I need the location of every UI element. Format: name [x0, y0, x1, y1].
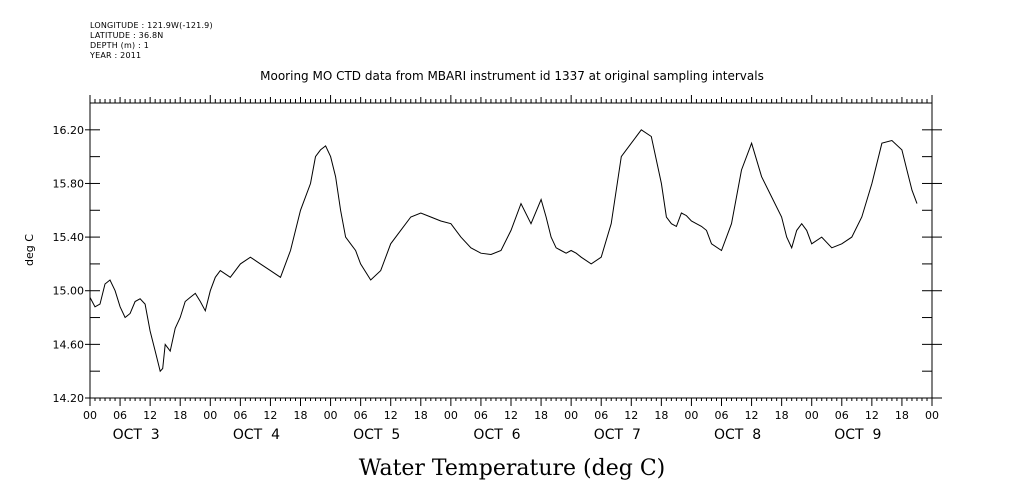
y-tick-label: 16.20: [53, 124, 85, 137]
x-tick-label: 00: [684, 409, 698, 422]
x-tick-label: 00: [83, 409, 97, 422]
y-tick-label: 15.40: [53, 231, 85, 244]
x-day-label: OCT 8: [714, 427, 761, 443]
x-tick-label: 00: [564, 409, 578, 422]
x-tick-label: 00: [444, 409, 458, 422]
x-tick-label: 06: [715, 409, 729, 422]
x-tick-label: 18: [173, 409, 187, 422]
y-tick-label: 15.00: [53, 285, 85, 298]
y-tick-label: 14.20: [53, 392, 85, 405]
x-tick-label: 18: [534, 409, 548, 422]
x-day-label: OCT 4: [233, 427, 280, 443]
x-day-label: OCT 5: [353, 427, 400, 443]
x-day-label: OCT 3: [113, 427, 160, 443]
axes: [89, 102, 933, 399]
x-tick-label: 00: [324, 409, 338, 422]
x-tick-label: 12: [624, 409, 638, 422]
x-tick-label: 12: [745, 409, 759, 422]
y-tick-label: 14.60: [53, 338, 85, 351]
x-tick-label: 06: [354, 409, 368, 422]
x-tick-label: 06: [113, 409, 127, 422]
meta-depth: DEPTH (m) : 1: [90, 41, 149, 50]
meta-latitude: LATITUDE : 36.8N: [90, 31, 164, 40]
x-tick-label: 18: [775, 409, 789, 422]
x-tick-label: 12: [865, 409, 879, 422]
y-axis-label: deg C: [23, 234, 36, 266]
meta-year: YEAR : 2011: [90, 51, 142, 60]
x-tick-label: 00: [925, 409, 939, 422]
x-tick-label: 00: [805, 409, 819, 422]
x-tick-label: 12: [263, 409, 277, 422]
x-axis-ticks: 00 06 12 18 00 06 12 18 00 06 12 18 00 06 12 18 00 06 12 18…: [83, 95, 939, 422]
y-tick-label: 15.80: [53, 177, 85, 190]
meta-longitude: LONGITUDE : 121.9W(-121.9): [90, 21, 213, 30]
x-day-label: OCT 7: [594, 427, 641, 443]
series-line-water-temperature: [89, 129, 918, 373]
x-tick-label: 18: [895, 409, 909, 422]
x-tick-label: 06: [474, 409, 488, 422]
x-tick-label: 18: [654, 409, 668, 422]
chart-title: Mooring MO CTD data from MBARI instrumen…: [260, 69, 764, 83]
x-tick-label: 00: [203, 409, 217, 422]
x-axis-label: Water Temperature (deg C): [359, 456, 666, 481]
x-tick-label: 12: [384, 409, 398, 422]
x-tick-label: 18: [294, 409, 308, 422]
metadata-block: LONGITUDE : 121.9W(-121.9) LATITUDE : 36…: [90, 21, 213, 61]
x-tick-label: 12: [504, 409, 518, 422]
x-tick-label: 18: [414, 409, 428, 422]
x-tick-label: 06: [594, 409, 608, 422]
y-axis-ticks: 14.20 14.60 15.00 15.40 15.80 16.20: [53, 102, 942, 405]
x-day-label: OCT 6: [473, 427, 520, 443]
x-day-label: OCT 9: [834, 427, 881, 443]
day-labels: OCT 3 OCT 4 OCT 5 OCT 6 OCT 7 OCT 8 OCT 9: [113, 427, 882, 443]
x-tick-label: 12: [143, 409, 157, 422]
x-tick-label: 06: [835, 409, 849, 422]
x-tick-label: 06: [233, 409, 247, 422]
